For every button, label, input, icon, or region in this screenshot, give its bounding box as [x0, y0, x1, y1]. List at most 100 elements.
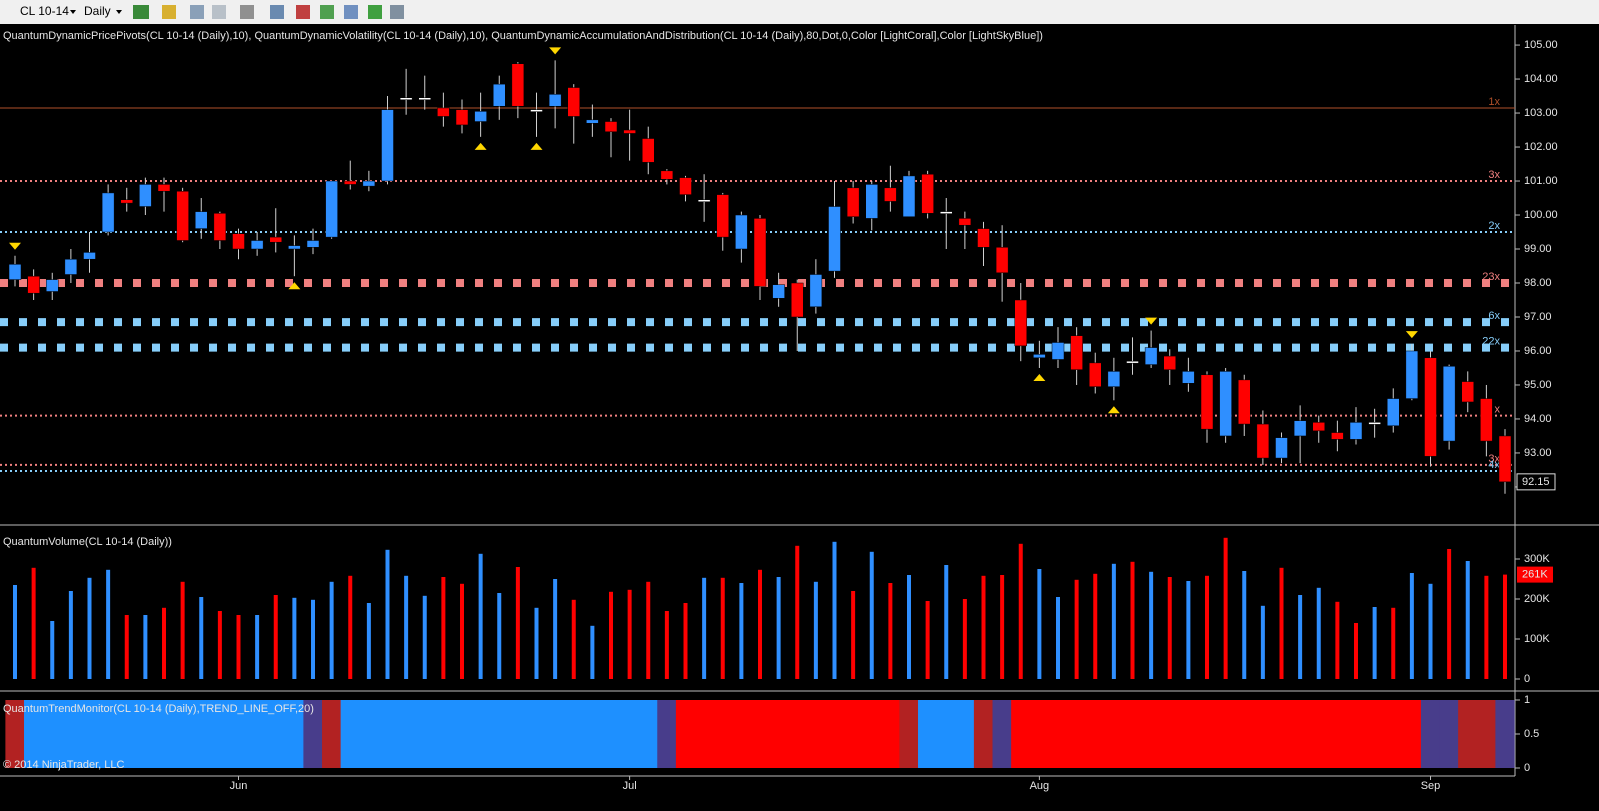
pivot-label: 23x	[1482, 271, 1500, 283]
volume-bar	[422, 595, 427, 679]
volume-bar	[1465, 561, 1470, 679]
volume-bar	[1000, 575, 1005, 679]
trend-bar	[880, 700, 900, 768]
volume-bar	[758, 569, 762, 679]
volume-bar	[1260, 605, 1265, 679]
volume-bar	[1018, 543, 1023, 679]
bar-type-icon[interactable]	[133, 5, 149, 19]
y-tick-label: 0	[1524, 762, 1530, 774]
trend-bar	[228, 700, 249, 768]
trend-bar	[61, 700, 81, 768]
y-tick-label: 93.00	[1524, 447, 1552, 459]
tool-icon[interactable]	[390, 5, 404, 19]
volume-bar	[1447, 549, 1452, 679]
trend-bar	[1216, 700, 1236, 768]
volume-bar	[534, 607, 539, 679]
trend-bar	[1271, 700, 1292, 768]
pivot-label: 3x	[1488, 453, 1500, 465]
tool-icon[interactable]	[344, 5, 358, 19]
volume-bar	[366, 603, 371, 679]
volume-bar	[888, 583, 893, 679]
volume-bar	[553, 579, 558, 679]
volume-bar	[87, 577, 92, 679]
tool-icon[interactable]	[212, 5, 226, 19]
volume-bar	[1037, 569, 1042, 679]
volume-bar	[460, 583, 464, 679]
candle-body	[27, 275, 40, 294]
candle-body	[213, 213, 227, 241]
candle-body	[1107, 371, 1121, 387]
tool-icon[interactable]	[320, 5, 334, 19]
pivot-label: 4x	[1488, 459, 1500, 471]
trend-bar	[1234, 700, 1254, 768]
candle-body	[604, 121, 618, 132]
candle-body	[1089, 362, 1102, 387]
trend-bar	[1067, 700, 1087, 768]
trend-bar	[601, 700, 621, 768]
candle-body	[623, 129, 636, 134]
trend-bar	[98, 700, 118, 768]
toolbar	[0, 0, 1599, 24]
candle-body	[902, 175, 916, 217]
trend-bar	[973, 700, 994, 768]
pivot-label: 3x	[1488, 169, 1500, 181]
candle-body	[46, 279, 59, 292]
y-tick-label: 103.00	[1524, 107, 1558, 119]
volume-bar	[776, 577, 781, 679]
trend-bar	[471, 700, 491, 768]
candle-body	[846, 187, 860, 217]
tool-icon[interactable]	[368, 5, 382, 19]
y-tick-label: 100.00	[1524, 209, 1558, 221]
volume-bar	[1130, 561, 1135, 679]
trend-bar	[452, 700, 472, 768]
candle-body	[1219, 371, 1232, 437]
volume-bar	[1354, 623, 1358, 679]
trend-bar	[1346, 700, 1366, 768]
candle-body	[958, 218, 972, 226]
cursor-icon[interactable]	[240, 5, 254, 19]
trend-bar	[5, 700, 25, 768]
candle-body	[455, 109, 469, 126]
instrument-selector[interactable]: CL 10-14	[20, 4, 69, 18]
candle-body	[865, 184, 878, 219]
trend-bar	[79, 700, 100, 768]
volume-bar	[255, 615, 260, 679]
panel-title: QuantumDynamicPricePivots(CL 10-14 (Dail…	[3, 30, 1043, 42]
signal-up	[530, 142, 543, 150]
y-tick-label: 104.00	[1524, 73, 1558, 85]
trend-bar	[936, 700, 956, 768]
signal-up	[288, 282, 301, 290]
trend-bar	[1458, 700, 1478, 768]
volume-bar	[907, 575, 911, 679]
volume-bar	[1428, 583, 1433, 679]
zoom-icon[interactable]	[270, 5, 284, 19]
trend-bar	[1327, 700, 1347, 768]
candle-body	[511, 63, 525, 107]
candle-body	[176, 190, 189, 241]
trend-bar	[1011, 700, 1031, 768]
draw-icon[interactable]	[162, 5, 176, 19]
x-tick-label: Sep	[1421, 780, 1441, 792]
signal-down	[1145, 317, 1158, 325]
trend-bar	[731, 700, 751, 768]
volume-bar	[1335, 601, 1340, 679]
volume-bar	[217, 611, 222, 679]
trend-bar	[135, 700, 155, 768]
period-selector[interactable]: Daily	[84, 4, 111, 18]
trend-bar	[117, 700, 137, 768]
volume-bar	[739, 583, 744, 679]
tool-icon[interactable]	[296, 5, 310, 19]
volume-bar	[683, 603, 688, 679]
trend-bar	[620, 700, 640, 768]
volume-bar	[1205, 575, 1209, 679]
trend-bar	[359, 700, 379, 768]
last-volume-box	[1517, 566, 1553, 583]
volume-bar	[590, 625, 595, 679]
tool-icon[interactable]	[190, 5, 204, 19]
volume-bar	[68, 591, 73, 679]
volume-bar	[925, 601, 930, 679]
candle-body	[1498, 435, 1512, 483]
volume-bar	[385, 549, 390, 679]
trend-bar	[564, 700, 584, 768]
candle-body	[586, 119, 599, 124]
